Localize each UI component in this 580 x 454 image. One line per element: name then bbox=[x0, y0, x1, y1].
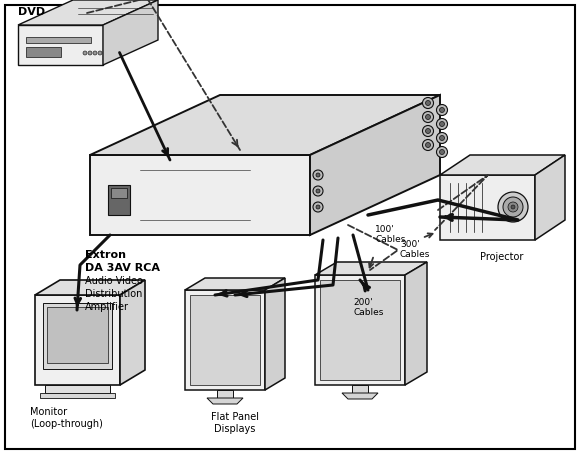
Circle shape bbox=[426, 128, 430, 133]
Circle shape bbox=[440, 149, 444, 154]
Bar bbox=[352, 385, 368, 393]
Circle shape bbox=[437, 104, 448, 115]
Circle shape bbox=[508, 202, 518, 212]
Circle shape bbox=[313, 186, 323, 196]
Bar bbox=[43, 303, 112, 369]
Circle shape bbox=[498, 192, 528, 222]
Text: 300'
Cables: 300' Cables bbox=[400, 240, 430, 259]
Bar bbox=[111, 188, 127, 198]
Text: 200'
Cables: 200' Cables bbox=[353, 298, 383, 317]
Polygon shape bbox=[18, 0, 158, 25]
Circle shape bbox=[440, 108, 444, 113]
Circle shape bbox=[426, 100, 430, 105]
Bar bbox=[108, 185, 130, 215]
Polygon shape bbox=[405, 262, 427, 385]
Circle shape bbox=[316, 173, 320, 177]
Polygon shape bbox=[18, 25, 103, 65]
Polygon shape bbox=[185, 278, 285, 290]
Circle shape bbox=[88, 51, 92, 55]
Circle shape bbox=[316, 189, 320, 193]
Bar bbox=[190, 295, 260, 385]
Text: DVD: DVD bbox=[18, 7, 45, 17]
Polygon shape bbox=[310, 95, 440, 235]
Bar bbox=[26, 37, 91, 43]
Polygon shape bbox=[265, 278, 285, 390]
Circle shape bbox=[426, 143, 430, 148]
Bar bbox=[47, 307, 108, 363]
Polygon shape bbox=[35, 280, 145, 295]
Circle shape bbox=[511, 205, 515, 209]
Circle shape bbox=[316, 205, 320, 209]
Polygon shape bbox=[103, 0, 158, 65]
Polygon shape bbox=[207, 398, 243, 404]
Text: Monitor
(Loop-through): Monitor (Loop-through) bbox=[30, 407, 103, 429]
Circle shape bbox=[313, 202, 323, 212]
Polygon shape bbox=[535, 155, 565, 240]
Text: Extron: Extron bbox=[85, 250, 126, 260]
Text: DA 3AV RCA: DA 3AV RCA bbox=[85, 263, 160, 273]
Circle shape bbox=[422, 98, 433, 109]
Polygon shape bbox=[90, 155, 310, 235]
Bar bbox=[26, 47, 61, 57]
Circle shape bbox=[422, 112, 433, 123]
Polygon shape bbox=[120, 280, 145, 385]
Polygon shape bbox=[185, 290, 265, 390]
Bar bbox=[45, 385, 110, 393]
Circle shape bbox=[93, 51, 97, 55]
Circle shape bbox=[98, 51, 102, 55]
Circle shape bbox=[437, 147, 448, 158]
Circle shape bbox=[422, 125, 433, 137]
Text: Projector: Projector bbox=[480, 252, 524, 262]
Circle shape bbox=[313, 170, 323, 180]
Circle shape bbox=[437, 133, 448, 143]
Bar bbox=[217, 390, 233, 398]
Polygon shape bbox=[440, 155, 565, 175]
Text: Flat Panel
Displays: Flat Panel Displays bbox=[211, 412, 259, 434]
Polygon shape bbox=[440, 175, 535, 240]
Bar bbox=[320, 280, 400, 380]
Circle shape bbox=[426, 114, 430, 119]
Polygon shape bbox=[342, 393, 378, 399]
Circle shape bbox=[440, 135, 444, 140]
Bar bbox=[40, 393, 115, 398]
Polygon shape bbox=[90, 95, 440, 155]
Polygon shape bbox=[315, 262, 427, 275]
Circle shape bbox=[440, 122, 444, 127]
Polygon shape bbox=[35, 295, 120, 385]
Text: Audio Video
Distribution
Amplifier: Audio Video Distribution Amplifier bbox=[85, 276, 143, 312]
Circle shape bbox=[503, 197, 523, 217]
Text: 100'
Cables: 100' Cables bbox=[375, 225, 405, 244]
Circle shape bbox=[83, 51, 87, 55]
Circle shape bbox=[437, 118, 448, 129]
Polygon shape bbox=[315, 275, 405, 385]
Circle shape bbox=[422, 139, 433, 150]
